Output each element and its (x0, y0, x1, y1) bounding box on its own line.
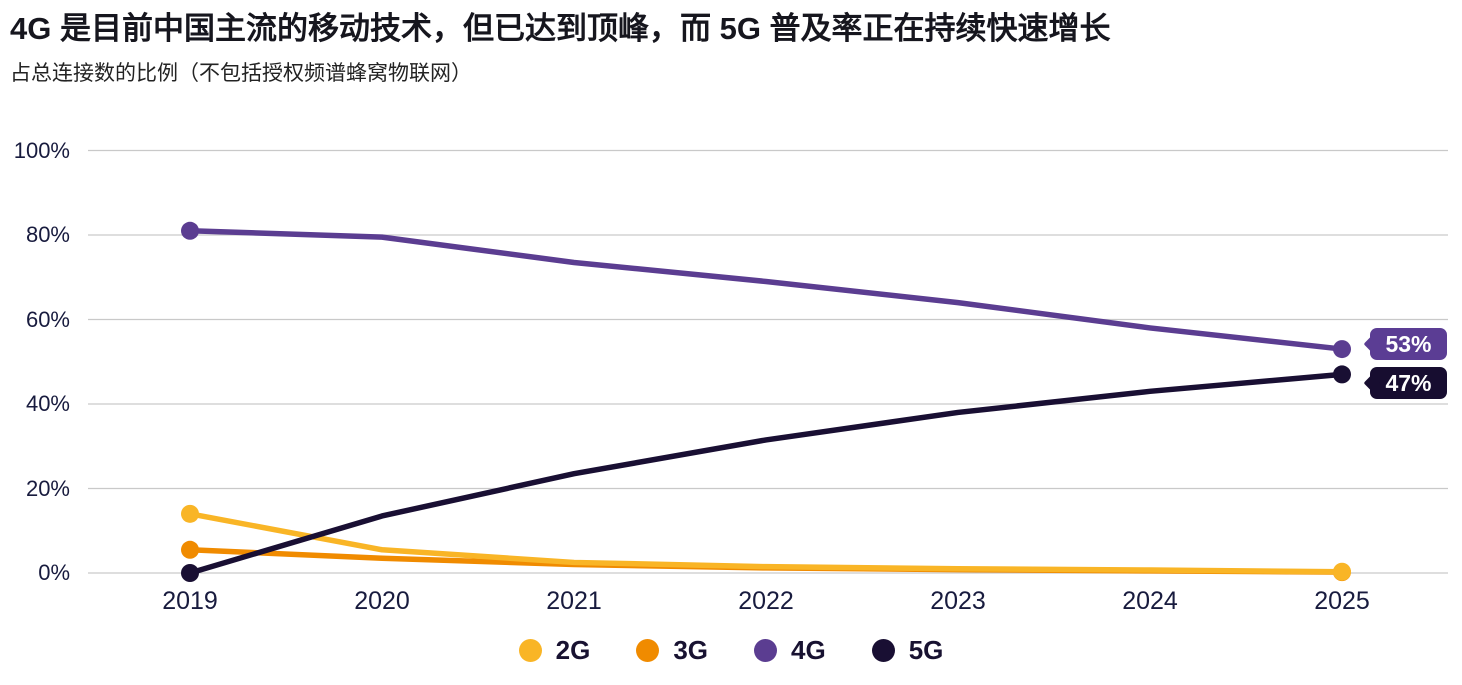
series-line-4g (187, 228, 1345, 352)
x-tick-2021: 2021 (546, 587, 602, 615)
series-line-2g (187, 511, 1345, 575)
legend-item-3g: 3G (636, 637, 708, 663)
legend-label-3g: 3G (673, 635, 708, 665)
end-label-5g: 47% (1363, 367, 1447, 399)
legend-dot-5g (871, 638, 895, 662)
x-tick-2023: 2023 (930, 587, 986, 615)
end-label-4g: 53% (1363, 328, 1447, 360)
legend-item-5g: 5G (871, 635, 944, 665)
legend-label-4g: 4G (791, 635, 826, 665)
x-tick-2025: 2025 (1314, 587, 1370, 615)
series-line-5g (187, 371, 1345, 576)
end-label-value: 47% (1385, 369, 1432, 396)
x-tick-2020: 2020 (354, 587, 410, 615)
legend-dot-4g (754, 638, 777, 662)
chart-subtitle: 占总连接数的比例（不包括授权频谱蜂窝物联网） (10, 62, 472, 86)
y-tick-20: 20% (25, 475, 70, 501)
data-point-4g-2019 (181, 221, 199, 240)
y-tick-80: 80% (25, 222, 70, 247)
y-tick-0: 0% (38, 560, 70, 585)
legend-dot-2g (518, 638, 542, 662)
data-point-5g-2019 (181, 564, 199, 582)
data-point-5g-2025 (1333, 365, 1351, 384)
legend-label-5g: 5G (908, 635, 944, 665)
legend-dot-3g (636, 638, 660, 662)
chart-title: 4G 是目前中国主流的移动技术，但已达到顶峰，而 5G 普及率正在持续快速增长 (10, 11, 1111, 46)
data-point-2g-2019 (181, 504, 199, 523)
x-tick-2024: 2024 (1122, 587, 1178, 615)
x-tick-2022: 2022 (738, 587, 794, 615)
legend-label-2g: 2G (555, 635, 591, 665)
data-point-4g-2025 (1333, 340, 1351, 359)
chart-header: 4G 是目前中国主流的移动技术，但已达到顶峰，而 5G 普及率正在持续快速增长 … (10, 10, 1450, 86)
end-label-value: 53% (1385, 330, 1432, 357)
y-tick-40: 40% (25, 391, 70, 416)
y-tick-60: 60% (25, 306, 70, 332)
data-point-2g-2025 (1333, 562, 1351, 581)
x-tick-2019: 2019 (162, 587, 218, 615)
data-point-3g-2019 (181, 540, 199, 559)
y-tick-100: 100% (13, 137, 70, 163)
legend-item-4g: 4G (754, 637, 826, 663)
legend-item-2g: 2G (518, 635, 591, 665)
chart-legend: 2G 3G 4G 5G (0, 630, 1462, 670)
